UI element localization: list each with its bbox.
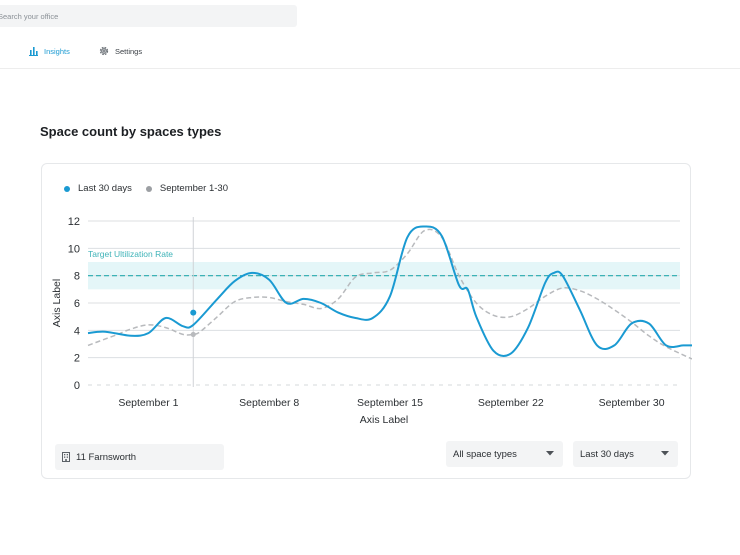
y-tick-label: 10 [68,243,80,255]
chart-legend: Last 30 days September 1-30 [64,183,242,194]
x-tick-label: September 30 [599,397,665,409]
legend-dot-gray [145,185,152,192]
series-line-last-30-days [87,225,692,358]
x-tick-label: September 22 [478,397,544,409]
nav-item-insights[interactable]: Insights [28,43,70,59]
x-tick-label: September 15 [357,397,423,409]
office-name: 11 Farnsworth [76,451,137,463]
hover-point-september [190,331,196,338]
y-tick-label: 0 [74,380,80,392]
chart-card: Last 30 days September 1-30 0 2 4 6 8 10 12 Tar… [41,163,692,479]
bar-chart-icon [28,46,39,56]
date-range-dropdown[interactable]: Last 30 days [573,441,678,467]
date-range-value: Last 30 days [580,448,634,460]
y-tick-label: 8 [74,271,80,283]
y-tick-label: 12 [68,216,80,228]
legend-label: Last 30 days [78,183,132,194]
section-title: Space count by spaces types [40,124,222,139]
legend-item-last-30-days[interactable]: Last 30 days [64,183,132,194]
y-axis-label: Axis Label [51,279,63,327]
legend-item-september[interactable]: September 1-30 [145,183,228,194]
line-chart: 0 2 4 6 8 10 12 Target Ultilization Rate Septemb… [51,216,692,426]
chevron-down-icon [661,451,669,456]
y-tick-label: 2 [74,353,80,365]
nav-insights-label: Insights [44,46,70,56]
series-line-september [87,228,692,360]
x-tick-label: September 8 [239,397,299,409]
y-tick-label: 6 [74,298,80,310]
gear-icon [98,45,110,57]
building-icon [62,452,70,462]
search-box[interactable] [0,5,297,27]
legend-dot-blue [64,185,70,192]
chevron-down-icon [546,451,554,456]
x-tick-label: September 1 [118,397,178,409]
y-tick-label: 4 [74,325,80,337]
legend-label: September 1-30 [159,183,228,194]
top-bar: ce Insights Settings [0,0,740,69]
x-axis-label: Axis Label [360,414,408,426]
target-label: Target Ultilization Rate [88,249,173,259]
nav-item-settings[interactable]: Settings [98,43,142,59]
hover-point-last-30-days [190,309,197,316]
space-type-dropdown[interactable]: All space types [446,441,563,467]
nav-settings-label: Settings [115,46,143,56]
office-selector[interactable]: 11 Farnsworth [55,444,224,470]
space-type-value: All space types [453,448,517,460]
search-input[interactable] [0,5,288,27]
